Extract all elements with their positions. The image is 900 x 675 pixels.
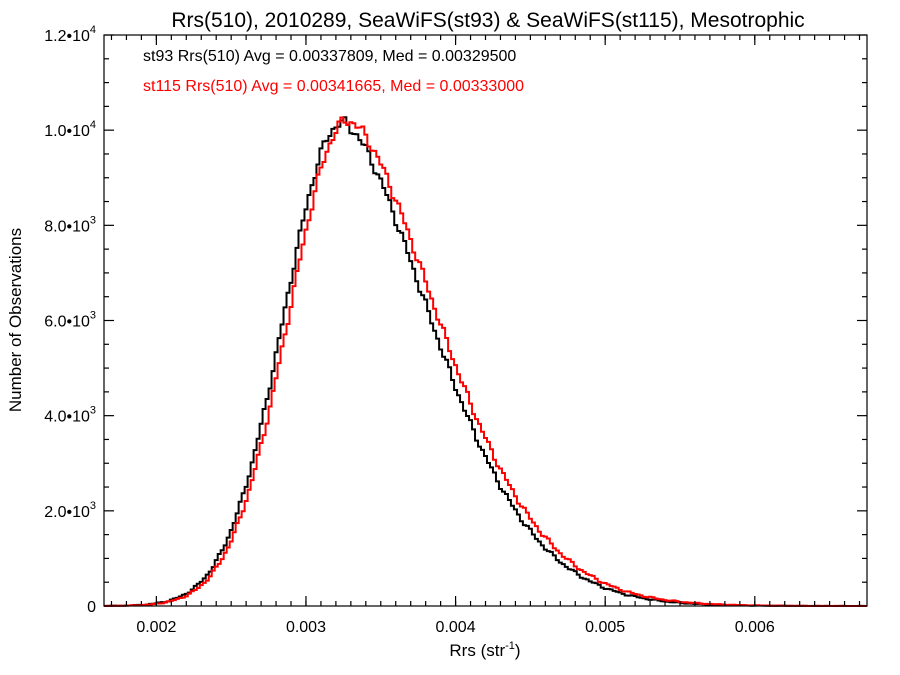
y-tick-label: 1.0•104 xyxy=(44,119,96,140)
y-tick-label: 8.0•103 xyxy=(44,214,96,235)
legend: st93 Rrs(510) Avg = 0.00337809, Med = 0.… xyxy=(143,48,524,95)
y-tick-label: 6.0•103 xyxy=(44,310,96,331)
plot-frame xyxy=(103,34,868,607)
histogram-series-line xyxy=(104,116,867,607)
legend-entry: st115 Rrs(510) Avg = 0.00341665, Med = 0… xyxy=(143,78,524,95)
x-tick-label: 0.004 xyxy=(436,619,476,636)
x-axis-label: Rrs (str-1) xyxy=(449,640,520,660)
plot-series xyxy=(104,116,867,607)
y-tick-label: 2.0•103 xyxy=(44,500,96,521)
x-tick-label: 0.003 xyxy=(286,619,326,636)
x-tick-label: 0.005 xyxy=(585,619,625,636)
y-tick-label: 0 xyxy=(87,599,96,616)
histogram-series-line xyxy=(104,116,867,607)
y-tick-label: 4.0•103 xyxy=(44,405,96,426)
x-axis-ticks: 0.002 0.003 0.004 0.005 0.006 xyxy=(110,35,861,636)
x-tick-label: 0.002 xyxy=(136,619,176,636)
y-axis-label: Number of Observations xyxy=(6,228,25,412)
chart-title: Rrs(510), 2010289, SeaWiFS(st93) & SeaWi… xyxy=(171,9,804,32)
y-tick-label: 1.2•104 xyxy=(44,24,96,45)
legend-entry: st93 Rrs(510) Avg = 0.00337809, Med = 0.… xyxy=(143,48,516,65)
y-axis-ticks: 0 2.0•103 4.0•103 6.0•103 8.0•103 1.0•104 1.2•… xyxy=(44,24,867,616)
x-tick-label: 0.006 xyxy=(735,619,775,636)
